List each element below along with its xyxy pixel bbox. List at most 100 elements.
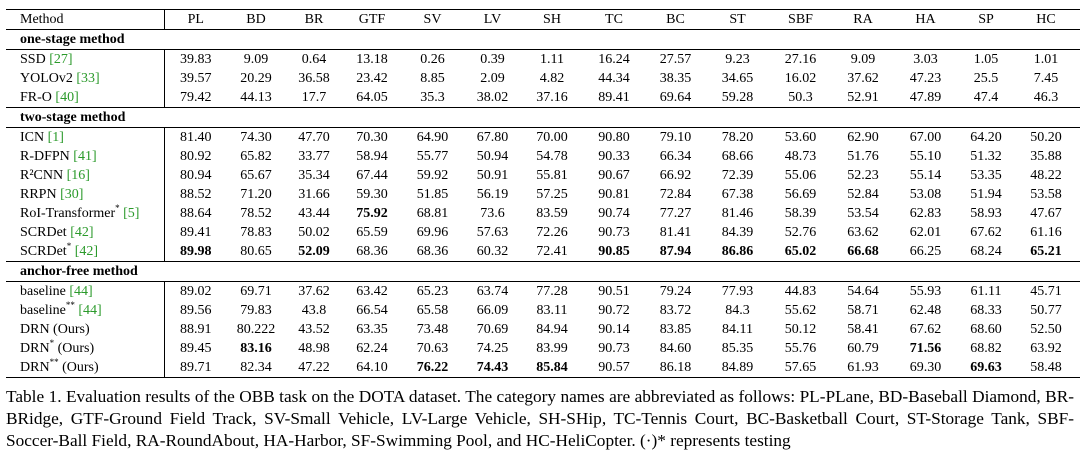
citation-link[interactable]: [42] bbox=[70, 225, 94, 240]
value-cell-sv: 59.92 bbox=[416, 168, 449, 183]
value-cell-tc: 90.73 bbox=[598, 341, 630, 356]
value-cell-gtf: 68.36 bbox=[356, 244, 388, 259]
value-cell-lv: 50.94 bbox=[476, 149, 509, 164]
value-cell-pl: 81.40 bbox=[180, 130, 212, 145]
value-cell-hc: 50.20 bbox=[1030, 130, 1062, 145]
value-cell-lv: 50.91 bbox=[476, 168, 509, 183]
value-cell-sp: 61.11 bbox=[970, 284, 1002, 299]
value-cell-sv: 65.23 bbox=[416, 284, 449, 299]
value-cell-bc: 86.18 bbox=[645, 358, 706, 378]
value-cell-bc: 27.57 bbox=[659, 52, 692, 67]
value-cell-ha: 55.14 bbox=[909, 168, 942, 183]
citation-link[interactable]: [27] bbox=[49, 52, 73, 67]
column-header-pl: PL bbox=[164, 9, 227, 30]
value-cell-sbf: 44.83 bbox=[784, 284, 817, 299]
value-cell-sh: 4.82 bbox=[539, 71, 565, 86]
header-row: MethodPLBDBRGTFSVLVSHTCBCSTSBFRAHASPHCmA… bbox=[6, 9, 1080, 30]
value-cell-gtf: 75.92 bbox=[356, 206, 388, 221]
value-cell-hc: 61.16 bbox=[1030, 225, 1062, 240]
table-row: SCRDet* [42] 89.98 80.65 52.09 68.36 68.36 60.… bbox=[6, 242, 1080, 262]
value-cell-st: 34.65 bbox=[721, 71, 754, 86]
citation-link[interactable]: [33] bbox=[76, 71, 100, 86]
value-cell-sv: 68.36 bbox=[416, 244, 449, 259]
value-cell-sp: 69.63 bbox=[957, 358, 1015, 378]
value-cell-lv: 0.39 bbox=[480, 52, 505, 67]
value-cell-sv: 65.58 bbox=[416, 303, 449, 318]
method-cell: SSD [27] bbox=[6, 49, 165, 69]
citation-link[interactable]: [1] bbox=[47, 130, 64, 145]
value-cell-sh: 77.28 bbox=[536, 284, 568, 299]
method-name: FR-O bbox=[20, 90, 56, 105]
value-cell-hc: 50.77 bbox=[1030, 303, 1062, 318]
citation-link[interactable]: [30] bbox=[60, 187, 84, 202]
value-cell-lv: 73.6 bbox=[480, 206, 505, 221]
value-cell-gtf: 67.44 bbox=[356, 168, 388, 183]
value-cell-bd: 69.71 bbox=[240, 284, 272, 299]
value-cell-gtf: 70.30 bbox=[356, 130, 388, 145]
value-cell-st: 77.93 bbox=[721, 284, 754, 299]
value-cell-sh: 57.25 bbox=[536, 187, 568, 202]
value-cell-hc: 7.45 bbox=[1033, 71, 1059, 86]
value-cell-pl: 39.57 bbox=[180, 71, 212, 86]
value-cell-sbf: 52.76 bbox=[784, 225, 817, 240]
value-cell-hc: 46.3 bbox=[1033, 90, 1059, 105]
value-cell-ha: 3.03 bbox=[913, 52, 938, 67]
value-cell-ha: 66.25 bbox=[909, 244, 942, 259]
citation-link[interactable]: [44] bbox=[69, 284, 93, 299]
value-cell-bd: 83.16 bbox=[240, 341, 272, 356]
value-cell-gtf: 65.59 bbox=[356, 225, 388, 240]
value-cell-ra: 54.64 bbox=[847, 284, 879, 299]
column-header-method: Method bbox=[6, 9, 165, 30]
citation-link[interactable]: [5] bbox=[123, 206, 140, 221]
value-cell-ra: 61.93 bbox=[832, 358, 894, 378]
method-cell: RoI-Transformer* [5] bbox=[6, 204, 165, 223]
section-title: one-stage method bbox=[6, 29, 1080, 50]
value-cell-sbf: 50.3 bbox=[788, 90, 813, 105]
citation-link[interactable]: [41] bbox=[73, 149, 97, 164]
table-row: baseline** [44] 89.56 79.83 43.8 66.54 65.58 6… bbox=[6, 301, 1080, 320]
table-row: SCRDet [42] 89.41 78.83 50.02 65.59 69.96 57.6… bbox=[6, 223, 1080, 242]
method-cell: SCRDet* [42] bbox=[6, 242, 165, 262]
citation-link[interactable]: [40] bbox=[55, 90, 79, 105]
citation-link[interactable]: [16] bbox=[66, 168, 90, 183]
value-cell-lv: 60.32 bbox=[476, 244, 509, 259]
method-cell: baseline [44] bbox=[6, 281, 165, 301]
value-cell-ra: 62.90 bbox=[847, 130, 879, 145]
value-cell-lv: 56.19 bbox=[476, 187, 509, 202]
value-cell-ha: 69.30 bbox=[894, 358, 957, 378]
citation-link[interactable]: [44] bbox=[78, 303, 102, 318]
citation-link[interactable]: [42] bbox=[74, 244, 99, 259]
value-cell-pl: 80.94 bbox=[180, 168, 212, 183]
value-cell-sbf: 27.16 bbox=[784, 52, 817, 67]
value-cell-bc: 66.34 bbox=[659, 149, 692, 164]
value-cell-st: 68.66 bbox=[721, 149, 754, 164]
table-row: R²CNN [16] 80.94 65.67 35.34 67.44 59.92 50.91… bbox=[6, 166, 1080, 185]
value-cell-st: 78.20 bbox=[721, 130, 754, 145]
value-cell-sbf: 55.62 bbox=[784, 303, 817, 318]
value-cell-pl: 89.02 bbox=[180, 284, 212, 299]
value-cell-sbf: 56.69 bbox=[784, 187, 817, 202]
method-name: SCRDet bbox=[20, 225, 71, 240]
method-superscript: * bbox=[115, 204, 120, 213]
value-cell-bc: 87.94 bbox=[659, 244, 692, 259]
value-cell-pl: 88.52 bbox=[180, 187, 212, 202]
value-cell-tc: 90.14 bbox=[598, 322, 630, 337]
value-cell-br: 0.64 bbox=[301, 52, 327, 67]
value-cell-st: 59.28 bbox=[721, 90, 754, 105]
value-cell-bc: 83.72 bbox=[659, 303, 692, 318]
method-cell: SCRDet [42] bbox=[6, 223, 165, 242]
column-header-sh: SH bbox=[521, 9, 583, 30]
value-cell-tc: 90.74 bbox=[598, 206, 630, 221]
method-cell: R-DFPN [41] bbox=[6, 147, 165, 166]
value-cell-tc: 89.41 bbox=[598, 90, 630, 105]
value-cell-ra: 51.76 bbox=[847, 149, 879, 164]
value-cell-pl: 39.83 bbox=[180, 52, 212, 67]
table-row: R-DFPN [41] 80.92 65.82 33.77 58.94 55.77 50.9… bbox=[6, 147, 1080, 166]
value-cell-st: 84.89 bbox=[706, 358, 769, 378]
value-cell-br: 47.70 bbox=[298, 130, 330, 145]
method-name: SSD bbox=[20, 52, 50, 67]
value-cell-hc: 47.67 bbox=[1030, 206, 1062, 221]
section-row: two-stage method bbox=[6, 107, 1080, 128]
value-cell-br: 33.77 bbox=[298, 149, 330, 164]
value-cell-st: 85.35 bbox=[721, 341, 754, 356]
